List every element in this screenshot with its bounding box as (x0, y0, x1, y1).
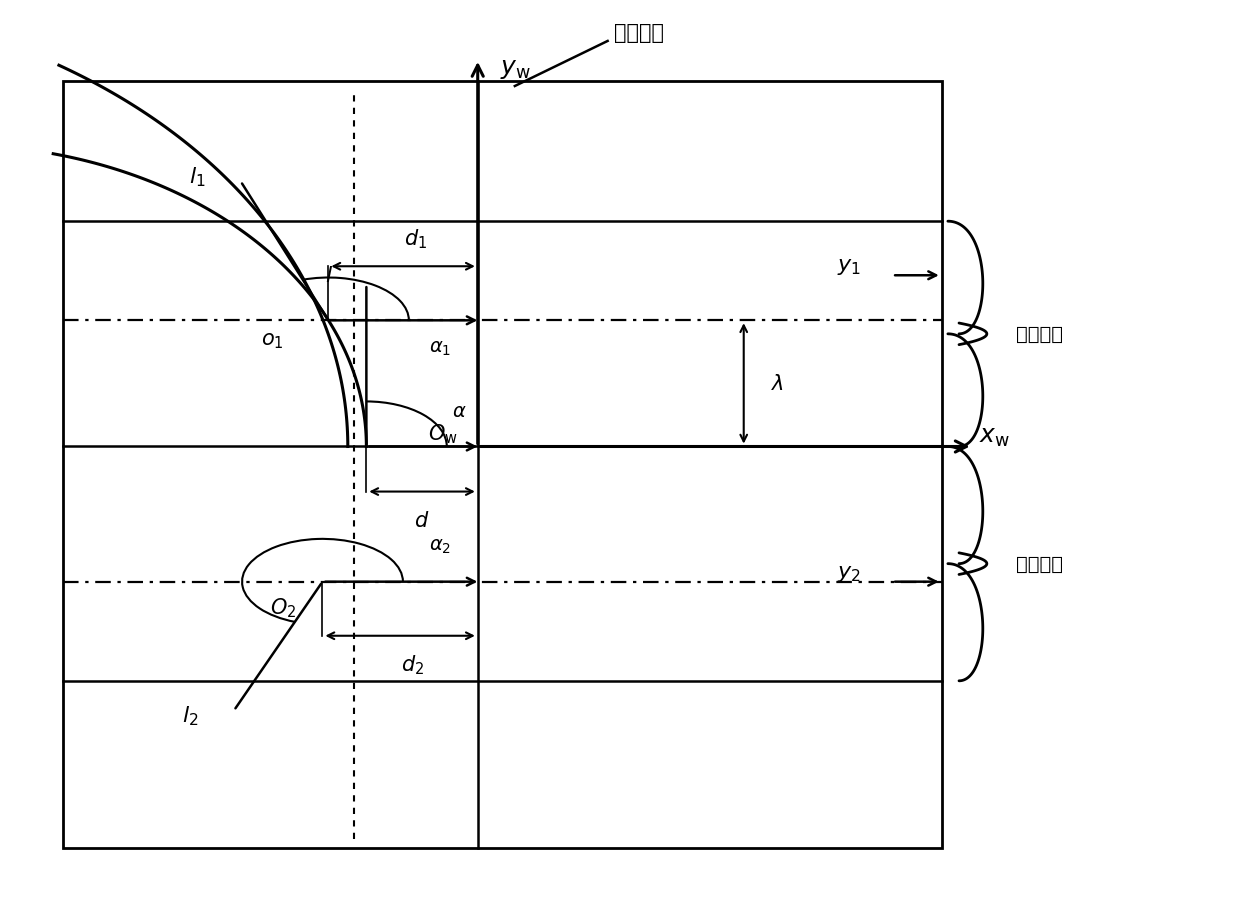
Text: $O_{\mathrm{w}}$: $O_{\mathrm{w}}$ (428, 422, 458, 445)
Text: $o_1$: $o_1$ (262, 330, 284, 350)
Text: $l_1$: $l_1$ (188, 165, 206, 190)
Text: $y_{\mathrm{w}}$: $y_{\mathrm{w}}$ (500, 57, 531, 81)
Text: $y_1$: $y_1$ (837, 257, 862, 277)
Text: $d_2$: $d_2$ (401, 652, 424, 675)
Text: $d$: $d$ (414, 510, 430, 530)
Text: $\alpha$: $\alpha$ (451, 402, 466, 421)
Text: 图像窗口: 图像窗口 (614, 23, 663, 42)
Text: $d_1$: $d_1$ (404, 228, 427, 251)
Text: 近检测区: 近检测区 (1016, 554, 1063, 573)
Text: $O_2$: $O_2$ (270, 595, 296, 619)
Text: $\alpha_1$: $\alpha_1$ (429, 339, 451, 358)
Text: $l$: $l$ (325, 266, 334, 286)
Text: $\alpha_2$: $\alpha_2$ (429, 536, 451, 555)
Text: $x_{\mathrm{w}}$: $x_{\mathrm{w}}$ (978, 424, 1009, 448)
Text: $l_2$: $l_2$ (182, 703, 198, 727)
Text: 远检测区: 远检测区 (1016, 325, 1063, 344)
Text: $y_2$: $y_2$ (837, 563, 862, 583)
Text: $\lambda$: $\lambda$ (771, 374, 784, 394)
